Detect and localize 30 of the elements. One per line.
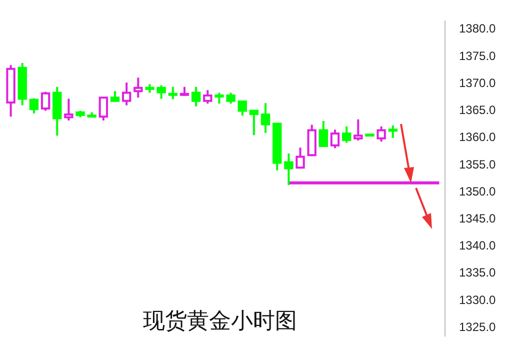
y-tick-label: 1360.0 [459, 130, 496, 144]
y-tick-label: 1350.0 [459, 184, 496, 198]
y-tick-label: 1370.0 [459, 76, 496, 90]
y-tick-label: 1335.0 [459, 266, 496, 280]
candlestick [388, 124, 398, 139]
y-tick-label: 1340.0 [459, 238, 496, 253]
candlestick [122, 81, 132, 106]
candlestick [191, 86, 201, 108]
y-tick-label: 1375.0 [459, 48, 496, 63]
y-tick-label: 1355.0 [459, 157, 496, 172]
candlestick [354, 118, 363, 142]
candlestick [156, 84, 166, 100]
candlestick [342, 125, 352, 144]
candlestick [168, 86, 178, 100]
candlestick [52, 86, 62, 137]
y-tick-label: 1325.0 [459, 320, 496, 334]
candlestick [214, 92, 224, 105]
candlestick [296, 146, 305, 169]
y-tick-label: 1365.0 [459, 103, 496, 118]
y-tick-label: 1345.0 [459, 211, 496, 226]
candlestick [260, 102, 270, 134]
candlestick [249, 110, 259, 136]
candlestick [18, 62, 27, 106]
candlestick [134, 76, 143, 99]
candlestick [6, 64, 16, 118]
y-tick-label: 1330.0 [459, 292, 496, 307]
text: 现货黄金小时图 [142, 308, 298, 336]
candlestick [64, 98, 74, 122]
candlestick [284, 152, 294, 186]
y-tick-label: 1380.0 [459, 22, 496, 36]
